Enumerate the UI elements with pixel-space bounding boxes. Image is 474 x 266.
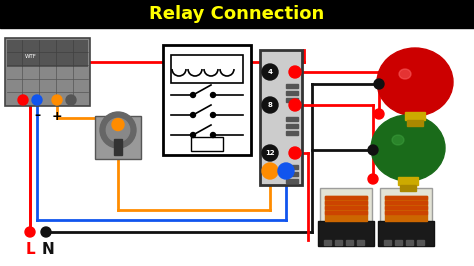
Bar	[0, 0, 474, 28]
Circle shape	[368, 145, 378, 155]
Circle shape	[112, 119, 124, 131]
Circle shape	[41, 227, 51, 237]
Text: WTF: WTF	[25, 55, 36, 59]
Circle shape	[106, 118, 130, 142]
Bar	[417, 240, 424, 245]
Circle shape	[210, 113, 216, 118]
Bar	[400, 185, 416, 191]
Bar	[286, 165, 298, 169]
Bar	[395, 240, 402, 245]
Circle shape	[25, 227, 35, 237]
Ellipse shape	[399, 69, 411, 79]
Bar	[378, 221, 434, 246]
Ellipse shape	[371, 115, 445, 181]
Bar	[0, 28, 474, 266]
Bar	[405, 112, 425, 120]
Bar	[407, 120, 423, 126]
Circle shape	[278, 163, 294, 179]
Bar	[325, 211, 367, 214]
Bar	[385, 196, 427, 221]
Circle shape	[368, 174, 378, 184]
Bar	[286, 124, 298, 128]
Bar	[325, 206, 367, 209]
Bar	[324, 240, 331, 245]
Bar	[5, 38, 90, 106]
Bar	[7, 40, 88, 67]
Bar	[286, 179, 298, 183]
Text: +: +	[52, 110, 62, 123]
Bar	[325, 196, 367, 199]
Circle shape	[289, 66, 301, 78]
Text: L: L	[25, 243, 35, 257]
Text: 4: 4	[267, 69, 273, 75]
Bar	[380, 188, 432, 224]
Circle shape	[32, 95, 42, 105]
Circle shape	[374, 109, 384, 119]
Bar	[318, 221, 374, 246]
Circle shape	[191, 132, 195, 138]
Circle shape	[191, 93, 195, 98]
Bar	[286, 172, 298, 176]
Circle shape	[66, 95, 76, 105]
Ellipse shape	[377, 48, 453, 116]
Bar	[385, 211, 427, 214]
Bar	[398, 177, 418, 185]
Circle shape	[289, 99, 301, 111]
Bar	[385, 196, 427, 199]
Bar	[286, 117, 298, 121]
Bar	[286, 84, 298, 88]
Bar	[335, 240, 342, 245]
Circle shape	[191, 113, 195, 118]
Circle shape	[262, 64, 278, 80]
Text: Relay Connection: Relay Connection	[149, 5, 325, 23]
Bar	[406, 240, 413, 245]
Bar	[95, 116, 141, 159]
Bar	[171, 55, 243, 83]
Circle shape	[210, 132, 216, 138]
Circle shape	[289, 147, 301, 159]
Text: 12: 12	[265, 150, 275, 156]
Circle shape	[262, 145, 278, 161]
Bar	[191, 137, 223, 151]
Circle shape	[262, 97, 278, 113]
Circle shape	[18, 95, 28, 105]
Bar	[325, 196, 367, 221]
Bar	[260, 50, 302, 185]
Text: 8: 8	[267, 102, 273, 108]
Text: N: N	[42, 243, 55, 257]
Bar	[325, 201, 367, 204]
Circle shape	[100, 112, 136, 148]
Bar	[346, 240, 353, 245]
Bar	[286, 91, 298, 95]
Bar	[163, 45, 251, 155]
Bar	[384, 240, 391, 245]
Bar	[357, 240, 364, 245]
Bar	[320, 188, 372, 224]
Circle shape	[262, 163, 278, 179]
Bar	[385, 201, 427, 204]
Bar	[114, 139, 122, 155]
Ellipse shape	[392, 135, 404, 145]
Text: –: –	[34, 110, 40, 123]
Circle shape	[52, 95, 62, 105]
Bar	[286, 131, 298, 135]
Bar	[385, 206, 427, 209]
Circle shape	[210, 93, 216, 98]
Bar	[286, 98, 298, 102]
Circle shape	[374, 79, 384, 89]
